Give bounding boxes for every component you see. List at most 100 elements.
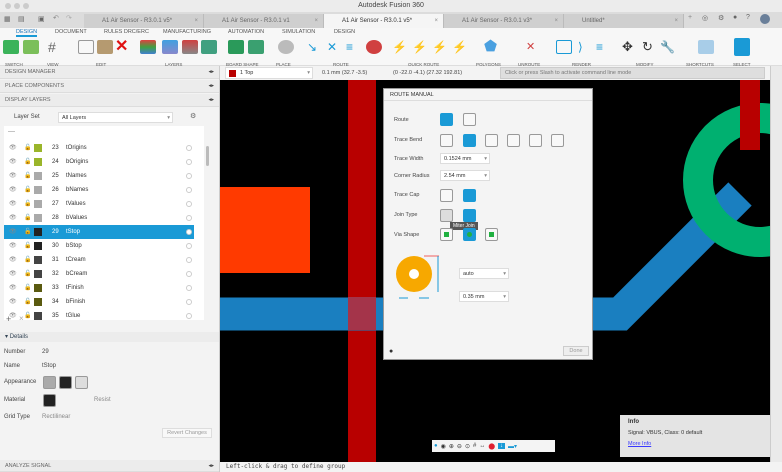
- layer-color-swatch[interactable]: [34, 284, 42, 292]
- notification-icon[interactable]: ●: [733, 14, 738, 21]
- visibility-eye-icon[interactable]: 👁: [9, 229, 17, 235]
- active-layer-radio[interactable]: [186, 173, 192, 179]
- active-layer-radio[interactable]: [186, 201, 192, 207]
- quick-route-icon[interactable]: ⚡: [412, 40, 427, 54]
- remove-layer-icon[interactable]: ×: [19, 314, 24, 323]
- doc-tab[interactable]: A1 Air Sensor - R3.0.1 v1 ×: [204, 14, 324, 28]
- ribbon-tab-rules[interactable]: RULES DRC/ERC: [104, 29, 149, 35]
- ribbon-tab-manufacturing[interactable]: MANUFACTURING: [163, 29, 211, 35]
- grid-icon[interactable]: #: [48, 39, 56, 55]
- lock-icon[interactable]: 🔓: [24, 173, 32, 179]
- active-layer-radio[interactable]: [186, 313, 192, 319]
- doc-tab[interactable]: A1 Air Sensor - R3.0.1 v5* ×: [84, 14, 204, 28]
- revert-changes-button[interactable]: Revert Changes: [162, 428, 212, 438]
- lock-icon[interactable]: 🔓: [24, 243, 32, 249]
- lock-icon[interactable]: 🔓: [24, 313, 32, 319]
- doc-tab[interactable]: Untitled* ×: [564, 14, 684, 28]
- layer-row[interactable]: 👁 🔓 30 bStop: [4, 239, 194, 253]
- layer-row[interactable]: 👁 🔓 23 tOrigins: [4, 141, 194, 155]
- layer-color-swatch[interactable]: [34, 228, 42, 236]
- maximize-window-button[interactable]: [23, 3, 29, 9]
- via-octagon-button[interactable]: [485, 228, 498, 241]
- layer-row[interactable]: 👁 🔓 32 bCream: [4, 267, 194, 281]
- cap-flat-button[interactable]: [440, 189, 453, 202]
- group-polygons[interactable]: POLYGONS: [476, 62, 501, 67]
- layer-row[interactable]: 👁 🔓 28 bValues: [4, 211, 194, 225]
- visibility-eye-icon[interactable]: 👁: [9, 201, 17, 207]
- extensions-icon[interactable]: ⚙: [718, 15, 725, 22]
- layer-color-swatch[interactable]: [34, 256, 42, 264]
- ribbon-tab-design[interactable]: DESIGN: [16, 29, 38, 37]
- lock-icon[interactable]: 🔓: [24, 299, 32, 305]
- material-swatch[interactable]: [43, 394, 56, 407]
- active-layer-radio[interactable]: [186, 229, 192, 235]
- layer-color-swatch[interactable]: [34, 214, 42, 222]
- avatar[interactable]: [760, 14, 770, 24]
- appearance-swatch-pattern[interactable]: [75, 376, 88, 389]
- layer-color-swatch[interactable]: [34, 298, 42, 306]
- route-mode-button[interactable]: [440, 113, 453, 126]
- layer-color-swatch[interactable]: [34, 172, 42, 180]
- group-edit[interactable]: EDIT: [96, 62, 107, 67]
- active-layer-radio[interactable]: [186, 271, 192, 277]
- lock-icon[interactable]: 🔓: [24, 201, 32, 207]
- lock-icon[interactable]: 🔓: [24, 271, 32, 277]
- minimize-window-button[interactable]: [14, 3, 20, 9]
- command-line-input[interactable]: Click or press Slash to activate command…: [500, 67, 765, 79]
- unroute-icon[interactable]: ✕: [526, 41, 536, 53]
- job-status-icon[interactable]: ◎: [702, 15, 709, 22]
- visibility-eye-icon[interactable]: 👁: [9, 313, 17, 319]
- layer-row[interactable]: 👁 🔓 27 tValues: [4, 197, 194, 211]
- quick-route-icon[interactable]: ⚡: [432, 40, 447, 54]
- lock-icon[interactable]: 🔓: [24, 159, 32, 165]
- join-round-button[interactable]: [463, 209, 476, 222]
- via-drill-dropdown[interactable]: auto: [459, 268, 509, 279]
- done-button[interactable]: Done: [563, 346, 589, 356]
- lock-icon[interactable]: 🔓: [24, 257, 32, 263]
- via-icon[interactable]: [366, 40, 382, 54]
- new-icon[interactable]: [78, 40, 94, 54]
- appearance-swatch-fill[interactable]: [43, 376, 56, 389]
- bend-free-button[interactable]: [529, 134, 542, 147]
- visibility-eye-icon[interactable]: 👁: [9, 159, 17, 165]
- layer-color-swatch[interactable]: [34, 158, 42, 166]
- quick-route-icon[interactable]: ⚡: [452, 40, 467, 54]
- layer-row[interactable]: 👁 🔓 25 tNames: [4, 169, 194, 183]
- group-modify[interactable]: MODIFY: [636, 62, 654, 67]
- design-manager-header[interactable]: DESIGN MANAGER ◂▸: [0, 66, 219, 79]
- visibility-eye-icon[interactable]: 👁: [9, 257, 17, 263]
- place-components-header[interactable]: PLACE COMPONENTS ◂▸: [0, 80, 219, 93]
- redo-icon[interactable]: ↷: [66, 15, 72, 22]
- layer-settings-icon[interactable]: [201, 40, 217, 54]
- save-icon[interactable]: ▣: [38, 16, 45, 23]
- visibility-eye-icon[interactable]: 👁: [9, 271, 17, 277]
- corner-radius-dropdown[interactable]: 2.54 mm: [440, 170, 490, 181]
- ribbon-tab-automation[interactable]: AUTOMATION: [228, 29, 265, 35]
- group-switch[interactable]: SWITCH: [5, 62, 23, 67]
- ribbon-tab-document[interactable]: DOCUMENT: [55, 29, 87, 35]
- bend-straight-button[interactable]: [507, 134, 520, 147]
- info-icon[interactable]: ●: [389, 348, 394, 355]
- add-layer-icon[interactable]: +: [6, 314, 12, 324]
- cursor-icon[interactable]: ↓: [498, 443, 506, 449]
- file-icon[interactable]: ▤: [18, 16, 25, 23]
- select-icon[interactable]: [734, 38, 750, 56]
- polygon-icon[interactable]: ⬟: [484, 38, 498, 55]
- group-shortcuts[interactable]: SHORTCUTS: [686, 62, 714, 67]
- bend-90-button[interactable]: [440, 134, 453, 147]
- appearance-swatch-color[interactable]: [59, 376, 72, 389]
- close-window-button[interactable]: [5, 3, 11, 9]
- active-layer-dropdown[interactable]: 1 Top: [225, 67, 313, 79]
- doc-tab[interactable]: A1 Air Sensor - R3.0.1 v3* ×: [444, 14, 564, 28]
- layer-color-swatch[interactable]: [34, 144, 42, 152]
- ribbon-tab-design2[interactable]: DESIGN: [334, 29, 356, 35]
- lock-icon[interactable]: 🔓: [24, 145, 32, 151]
- layer-color-swatch[interactable]: [34, 242, 42, 250]
- switch-3d-icon[interactable]: [23, 40, 39, 54]
- lock-icon[interactable]: 🔓: [24, 215, 32, 221]
- stop-icon[interactable]: ⬤: [488, 443, 496, 450]
- help-icon[interactable]: ?: [746, 14, 750, 21]
- delete-icon[interactable]: ✕: [115, 38, 129, 55]
- apps-grid-icon[interactable]: ▦: [4, 16, 11, 23]
- place-icon[interactable]: [278, 40, 294, 54]
